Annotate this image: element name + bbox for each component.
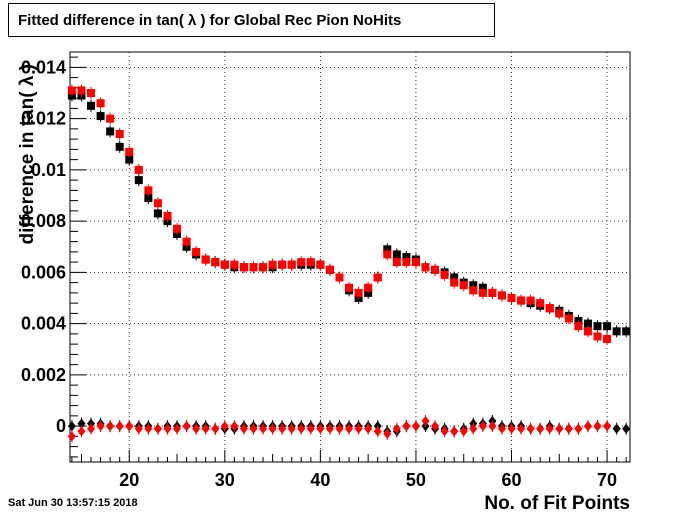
x-axis-title: No. of Fit Points <box>484 493 630 514</box>
series-1 <box>67 89 631 338</box>
y-tick-label: 0.01 <box>31 160 66 180</box>
x-tick-label: 30 <box>215 470 235 490</box>
y-tick-label: 0.002 <box>21 365 66 385</box>
y-tick-label: 0.008 <box>21 211 66 231</box>
y-tick-label: 0.012 <box>21 109 66 129</box>
y-tick-label: 0 <box>56 416 66 436</box>
x-tick-label: 50 <box>406 470 426 490</box>
chart-title: Fitted difference in tan( λ ) for Global… <box>18 11 402 29</box>
y-axis-title: difference in tan( λ ) <box>17 64 38 245</box>
x-tick-label: 70 <box>597 470 617 490</box>
data-points <box>67 84 631 443</box>
x-tick-label: 60 <box>501 470 521 490</box>
plot-frame <box>69 51 631 463</box>
y-tick-label: 0.014 <box>21 57 66 77</box>
grid <box>70 52 630 462</box>
x-tick-label: 40 <box>310 470 330 490</box>
title-box: Fitted difference in tan( λ ) for Global… <box>8 3 495 37</box>
series-4 <box>67 415 612 443</box>
y-tick-label: 0.004 <box>21 314 66 334</box>
tick-labels: 20 30 40 50 60 70 0 0.002 0.004 0.006 0.008 0.01 0.0… <box>21 57 617 490</box>
timestamp: Sat Jun 30 13:57:15 2018 <box>8 497 138 509</box>
axis-ticks <box>70 56 627 462</box>
y-tick-label: 0.006 <box>21 262 66 282</box>
series-2 <box>67 84 612 345</box>
x-tick-label: 20 <box>119 470 139 490</box>
